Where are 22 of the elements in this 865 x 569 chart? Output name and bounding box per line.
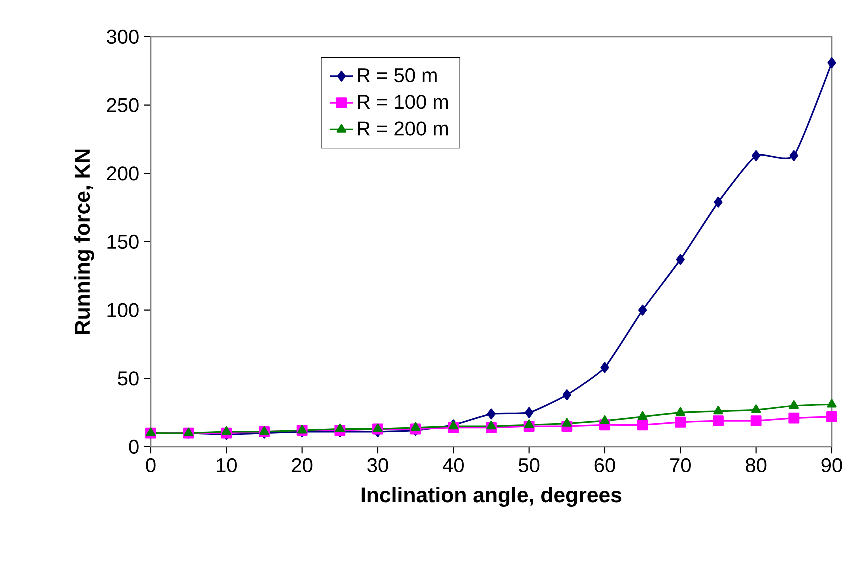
x-tick-label: 0 bbox=[146, 458, 156, 473]
legend-label: R = 200 m bbox=[358, 122, 448, 136]
y-tick-label: 50 bbox=[118, 372, 139, 386]
y-tick-label: 250 bbox=[107, 98, 139, 112]
x-tick-label: 20 bbox=[292, 458, 313, 473]
legend-label: R = 50 m bbox=[358, 68, 437, 83]
x-tick-label: 30 bbox=[368, 458, 388, 473]
x-tick-label: 80 bbox=[746, 458, 767, 473]
x-tick-label: 50 bbox=[519, 458, 540, 473]
x-tick-label: 40 bbox=[442, 458, 464, 473]
y-tick-label: 300 bbox=[107, 30, 139, 44]
x-tick-label: 90 bbox=[822, 458, 842, 473]
legend-label: R = 100 m bbox=[358, 95, 448, 110]
x-tick-label: 60 bbox=[594, 458, 616, 473]
x-tick-label: 70 bbox=[670, 458, 691, 473]
x-axis-title: Inclination angle, degrees bbox=[362, 487, 622, 507]
y-tick-label: 200 bbox=[107, 166, 139, 181]
y-axis-title: Running force, KN bbox=[74, 150, 94, 334]
x-tick-label: 10 bbox=[217, 458, 237, 473]
y-tick-label: 100 bbox=[108, 303, 139, 318]
y-tick-label: 0 bbox=[129, 440, 139, 454]
y-tick-label: 150 bbox=[108, 234, 139, 250]
